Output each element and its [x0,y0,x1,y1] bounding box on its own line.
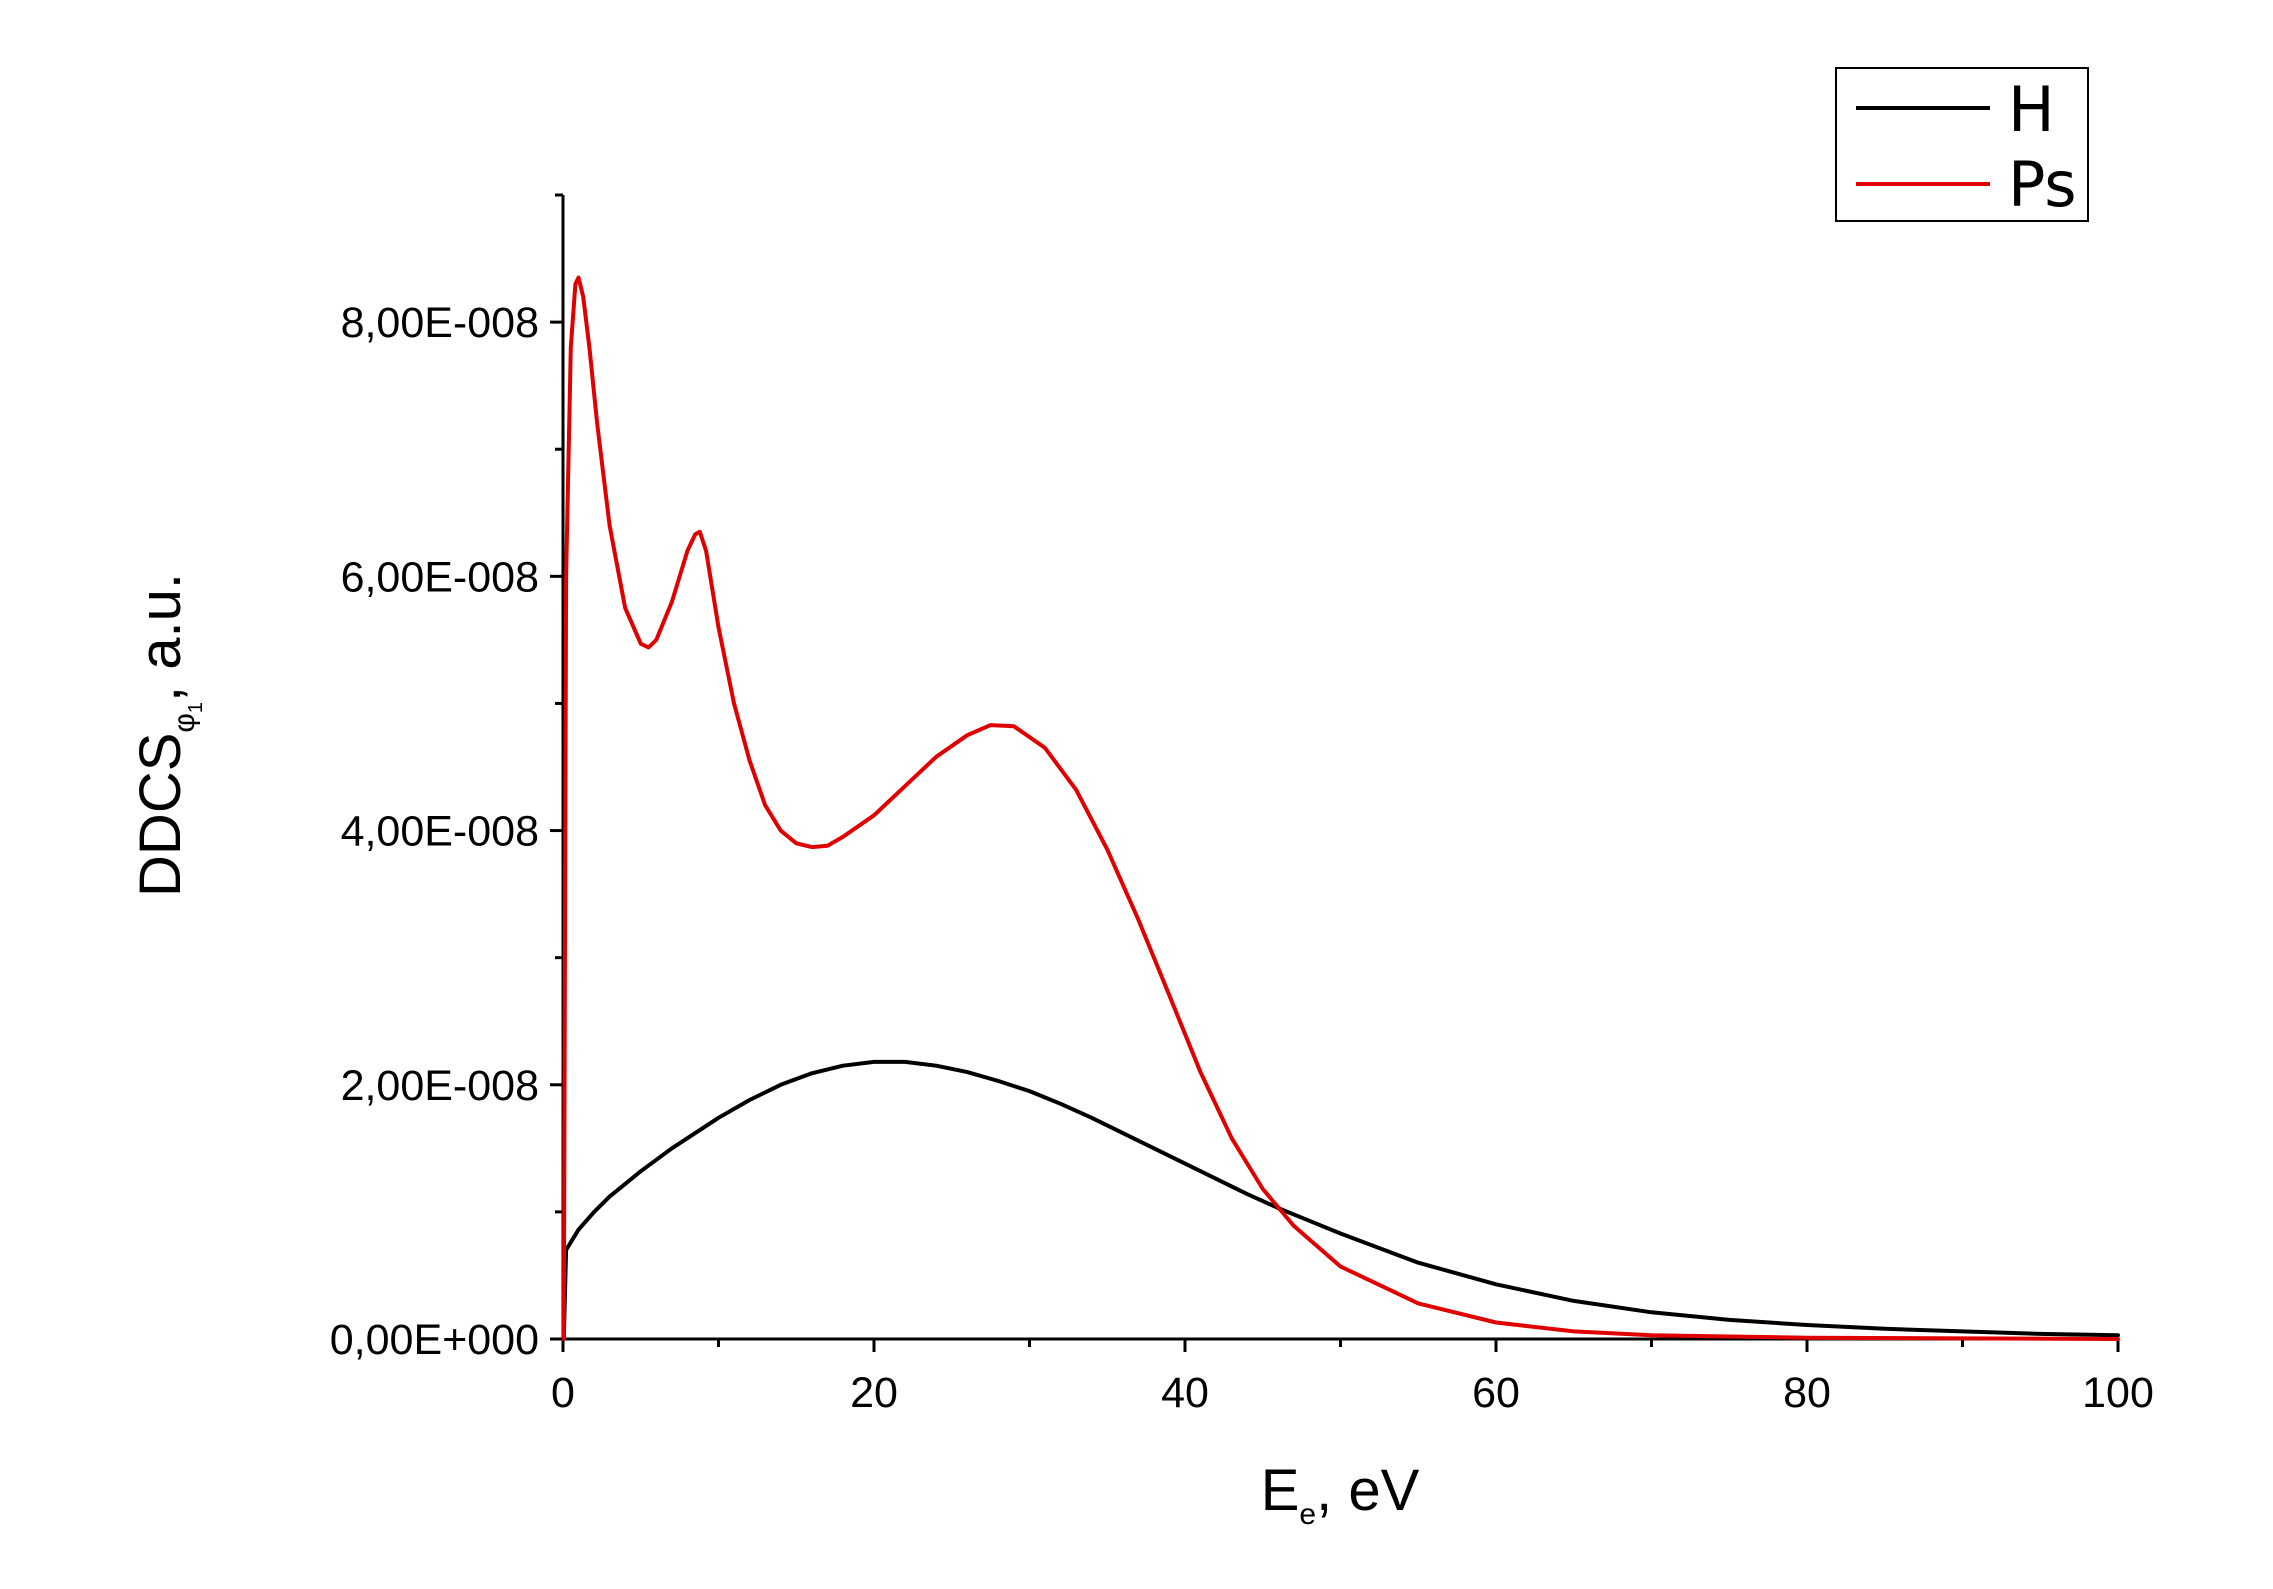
x-tick-label: 60 [1472,1369,1520,1417]
y-tick-label: 6,00E-008 [341,553,539,601]
x-tick-label: 0 [551,1369,575,1417]
legend-box [1835,67,2089,222]
x-axis-title: Ee, eV [1261,1458,1420,1531]
y-axis-title-rest: , a.u. [128,573,193,702]
y-tick-label: 4,00E-008 [341,808,539,856]
y-axis-title-subsub: 1 [185,702,207,713]
legend-label-ps: Ps [2008,148,2077,221]
x-tick-label: 40 [1161,1369,1209,1417]
y-axis-title-main: DDCS [128,733,193,897]
series-line-h [561,1059,2120,1341]
series-line-ps [561,275,2120,1341]
y-axis-title: DDCSφ1, a.u. [128,573,207,897]
x-ticks: 0 20 40 60 80 100 [551,1339,2154,1417]
y-tick-label: 8,00E-008 [341,299,539,347]
y-axis-title-sub: φ [168,713,201,732]
x-axis-title-main: E [1261,1458,1300,1523]
x-tick-label: 100 [2082,1369,2154,1417]
x-tick-label: 80 [1783,1369,1831,1417]
plot-lines [561,275,2120,1341]
y-tick-label: 0,00E+000 [330,1316,539,1364]
y-tick-label: 2,00E-008 [341,1062,539,1110]
x-axis: 0 20 40 60 80 100 [551,1337,2154,1417]
legend-label-h: H [2008,73,2055,146]
legend: H Ps [1835,67,2089,222]
y-axis: 0,00E+000 2,00E-008 4,00E-008 6,00E-008 8,00… [330,193,565,1364]
x-axis-title-rest: , eV [1316,1458,1419,1523]
x-tick-label: 20 [850,1369,898,1417]
x-axis-title-sub: e [1299,1498,1316,1531]
y-ticks: 0,00E+000 2,00E-008 4,00E-008 6,00E-008 8,00… [330,193,563,1364]
